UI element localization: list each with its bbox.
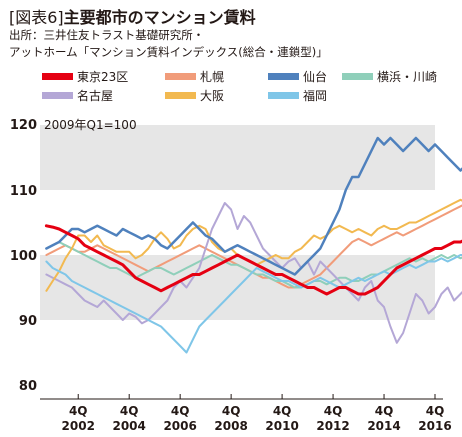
legend-label-6: 福岡 — [303, 88, 328, 103]
y-tick-label-120: 120 — [10, 118, 37, 133]
series-line-0 — [44, 224, 462, 296]
y-tick-label-90: 90 — [19, 314, 37, 329]
legend-swatch-2 — [268, 72, 299, 80]
x-tick-quarter-5: 4Q — [324, 404, 343, 418]
source-line-1: 出所：三井住友トラスト基礎研究所・ — [9, 28, 205, 42]
x-tick-quarter-7: 4Q — [426, 404, 445, 418]
figure-tag: [図表6] — [9, 8, 64, 27]
legend-swatch-4 — [42, 91, 73, 99]
x-tick-year-6: 2014 — [367, 419, 400, 433]
x-tick-quarter-4: 4Q — [273, 404, 292, 418]
x-tick-year-4: 2010 — [265, 419, 298, 433]
x-tick-quarter-3: 4Q — [222, 404, 241, 418]
x-tick-year-2: 2006 — [163, 419, 196, 433]
y-tick-label-110: 110 — [10, 184, 37, 199]
series-line-6 — [45, 254, 462, 354]
legend-item-0: 東京23区 — [42, 68, 128, 84]
legend-item-5: 大阪 — [165, 87, 224, 103]
figure-title: 主要都市のマンション賃料 — [63, 8, 256, 27]
legend-item-6: 福岡 — [268, 87, 327, 103]
chart-title: [図表6]主要都市のマンション賃料 — [9, 4, 256, 28]
legend-item-4: 名古屋 — [42, 87, 113, 103]
y-tick-label-100: 100 — [10, 249, 37, 264]
shaded-band-1 — [40, 125, 435, 190]
legend-label-5: 大阪 — [200, 88, 225, 103]
legend-swatch-1 — [165, 72, 196, 80]
legend-item-3: 横浜・川崎 — [342, 68, 437, 84]
legend-label-1: 札幌 — [200, 69, 225, 84]
x-tick-quarter-2: 4Q — [171, 404, 190, 418]
x-tick-year-3: 2008 — [214, 419, 247, 433]
x-tick-year-0: 2002 — [62, 419, 95, 433]
legend-label-2: 仙台 — [303, 69, 328, 84]
series-line-1 — [45, 204, 462, 289]
x-tick-year-5: 2012 — [316, 419, 349, 433]
base-note: 2009年Q1=100 — [44, 118, 137, 132]
x-tick-quarter-1: 4Q — [120, 404, 139, 418]
series-line-4 — [45, 202, 462, 344]
legend-item-2: 仙台 — [268, 68, 327, 84]
y-tick-label-80: 80 — [19, 379, 37, 394]
legend-label-4: 名古屋 — [77, 88, 114, 103]
x-tick-quarter-6: 4Q — [375, 404, 394, 418]
legend-item-1: 札幌 — [165, 68, 224, 84]
legend-swatch-5 — [165, 91, 196, 99]
legend-label-0: 東京23区 — [77, 69, 129, 84]
source-line-2: アットホーム「マンション賃料インデックス(総合・連鎖型)」 — [9, 45, 328, 59]
x-tick-year-7: 2016 — [418, 419, 451, 433]
x-tick-year-1: 2004 — [112, 419, 145, 433]
series-line-5 — [45, 198, 462, 292]
legend-swatch-6 — [268, 91, 299, 99]
legend-label-3: 横浜・川崎 — [377, 69, 438, 84]
legend-swatch-3 — [342, 72, 373, 80]
series-line-2 — [45, 136, 462, 276]
legend-swatch-0 — [42, 72, 73, 80]
series-line-3 — [45, 241, 462, 289]
x-tick-quarter-0: 4Q — [69, 404, 88, 418]
